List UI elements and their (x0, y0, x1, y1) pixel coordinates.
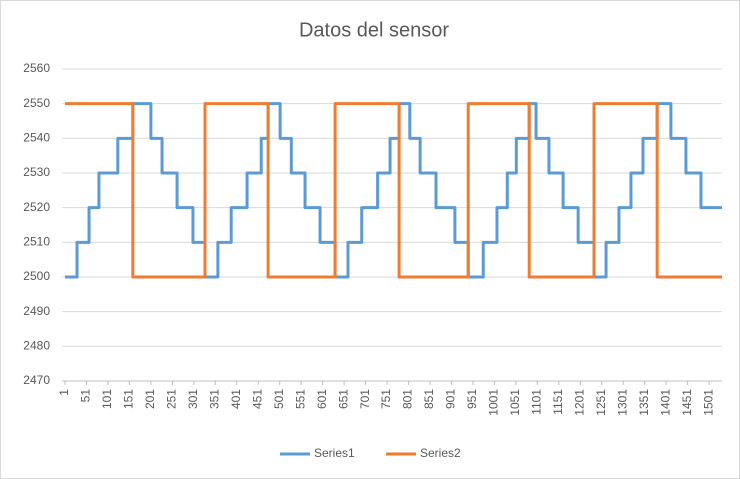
series-line (65, 102, 722, 279)
x-tick-label: 1101 (530, 389, 544, 415)
y-tick-label: 2510 (23, 235, 50, 249)
x-tick-label: 851 (422, 389, 436, 409)
x-tick-label: 1501 (701, 389, 715, 416)
x-tick-label: 51 (79, 389, 93, 403)
chart-title: Datos del sensor (299, 19, 449, 41)
y-tick-label: 2540 (23, 131, 50, 145)
y-tick-label: 2500 (23, 269, 50, 283)
x-tick-label: 801 (401, 389, 415, 409)
x-tick-label: 201 (143, 389, 157, 409)
x-tick-label: 751 (379, 389, 393, 409)
x-tick-label: 951 (465, 389, 479, 409)
x-tick-label: 701 (358, 389, 372, 409)
y-tick-label: 2520 (23, 200, 50, 214)
legend-label: Series2 (420, 446, 461, 460)
x-tick-label: 1151 (551, 389, 565, 415)
x-tick-label: 251 (165, 389, 179, 409)
x-tick-label: 1451 (680, 389, 694, 416)
x-tick-label: 501 (272, 389, 286, 409)
x-tick-label: 1001 (487, 389, 501, 416)
x-tick-label: 151 (122, 389, 136, 409)
x-tick-label: 1351 (637, 389, 651, 416)
legend-label: Series1 (314, 446, 355, 460)
x-tick-label: 551 (293, 389, 307, 409)
x-tick-label: 101 (100, 389, 114, 409)
y-tick-label: 2530 (23, 165, 50, 179)
x-tick-label: 651 (336, 389, 350, 409)
x-tick-label: 1251 (594, 389, 608, 416)
x-tick-label: 1401 (658, 389, 672, 416)
x-tick-label: 1051 (508, 389, 522, 416)
x-tick-label: 301 (186, 389, 200, 409)
series-line (65, 102, 722, 279)
y-tick-label: 2550 (23, 96, 50, 110)
x-tick-label: 451 (250, 389, 264, 409)
x-tick-label: 351 (207, 389, 221, 409)
x-tick-label: 601 (315, 389, 329, 409)
y-tick-label: 2470 (23, 373, 50, 387)
x-tick-label: 1201 (572, 389, 586, 416)
y-tick-label: 2560 (23, 61, 50, 75)
x-tick-label: 1301 (615, 389, 629, 416)
x-tick-label: 1 (57, 389, 71, 396)
y-tick-label: 2490 (23, 304, 50, 318)
y-tick-label: 2480 (23, 339, 50, 353)
x-tick-label: 901 (444, 389, 458, 409)
x-tick-label: 401 (229, 389, 243, 409)
